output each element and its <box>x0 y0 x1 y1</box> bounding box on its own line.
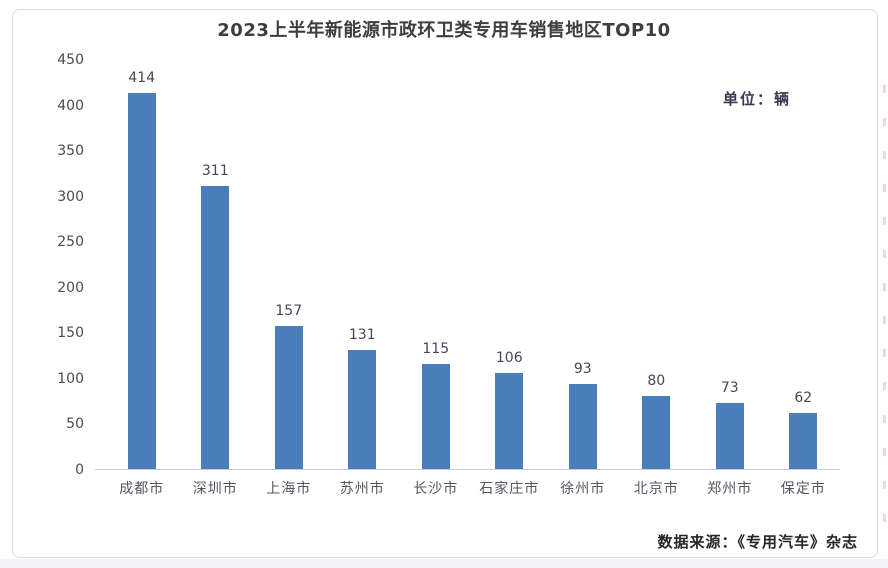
bar-slot-北京市: 80 <box>620 60 694 469</box>
y-tick-label: 0 <box>75 462 84 478</box>
x-tick-label: 北京市 <box>633 481 679 497</box>
bar-slot-上海市: 157 <box>252 60 326 469</box>
unit-label: 单位：辆 <box>722 90 791 108</box>
bar-value-label: 115 <box>422 341 450 358</box>
y-tick-label: 400 <box>57 97 84 114</box>
bar <box>715 402 744 469</box>
y-tick-label: 300 <box>57 188 84 205</box>
bar-value-label: 157 <box>275 303 303 320</box>
bar <box>421 364 450 469</box>
bar-value-label: 311 <box>201 163 229 180</box>
y-tick-label: 350 <box>57 143 84 160</box>
y-axis: 0 50 100 150 200 250 300 350 400 450 <box>38 53 84 477</box>
chart-title: 2023上半年新能源市政环卫类专用车销售地区TOP10 <box>217 20 671 41</box>
bar <box>495 372 524 469</box>
x-axis: 成都市 深圳市 上海市 苏州市 长沙市 石家庄市 徐州市 北京市 郑州市 保定市 <box>105 478 840 498</box>
bar <box>789 412 818 469</box>
bar-slot-保定市: 62 <box>767 60 841 469</box>
bottom-edge-strip <box>0 559 888 568</box>
bar-value-label: 93 <box>573 361 592 378</box>
x-tick-label: 徐州市 <box>560 481 606 497</box>
bar <box>348 349 377 469</box>
x-tick-label: 保定市 <box>780 481 826 497</box>
x-tick-label: 上海市 <box>266 481 312 497</box>
bar-value-label: 106 <box>495 349 523 366</box>
bar-value-label: 414 <box>128 69 156 86</box>
bar <box>201 186 230 469</box>
bars-row: 414 311 157 131 115 106 93 80 73 62 <box>105 60 840 469</box>
bar <box>274 326 303 469</box>
y-tick-label: 200 <box>57 279 84 296</box>
bar-slot-石家庄市: 106 <box>473 60 547 469</box>
x-tick-label: 深圳市 <box>192 481 238 497</box>
bar-value-label: 62 <box>794 389 813 406</box>
bar-slot-成都市: 414 <box>105 60 179 469</box>
bar-slot-苏州市: 131 <box>326 60 400 469</box>
right-edge-artifact-dashes <box>883 60 886 538</box>
bar-slot-长沙市: 115 <box>399 60 473 469</box>
y-tick-label: 50 <box>66 416 84 433</box>
bar-slot-徐州市: 93 <box>546 60 620 469</box>
bar-slot-郑州市: 73 <box>693 60 767 469</box>
source-note: 数据来源：《专用汽车》杂志 <box>657 533 858 551</box>
bar <box>127 92 156 469</box>
plot-area: 414 311 157 131 115 106 93 80 73 62 <box>95 60 840 470</box>
y-tick-label: 100 <box>57 370 84 387</box>
bar <box>568 384 597 469</box>
bar-slot-深圳市: 311 <box>179 60 253 469</box>
y-tick-label: 150 <box>57 325 84 342</box>
y-tick-label: 450 <box>57 52 84 68</box>
x-tick-label: 长沙市 <box>413 481 459 497</box>
bar-value-label: 73 <box>720 379 739 396</box>
bar-value-label: 80 <box>647 373 666 390</box>
bar <box>642 396 671 469</box>
bar-value-label: 131 <box>348 326 376 343</box>
x-tick-label: 苏州市 <box>339 481 385 497</box>
x-tick-label: 石家庄市 <box>479 481 540 497</box>
y-tick-label: 250 <box>57 234 84 251</box>
x-tick-label: 郑州市 <box>707 481 753 497</box>
x-tick-label: 成都市 <box>119 481 165 497</box>
